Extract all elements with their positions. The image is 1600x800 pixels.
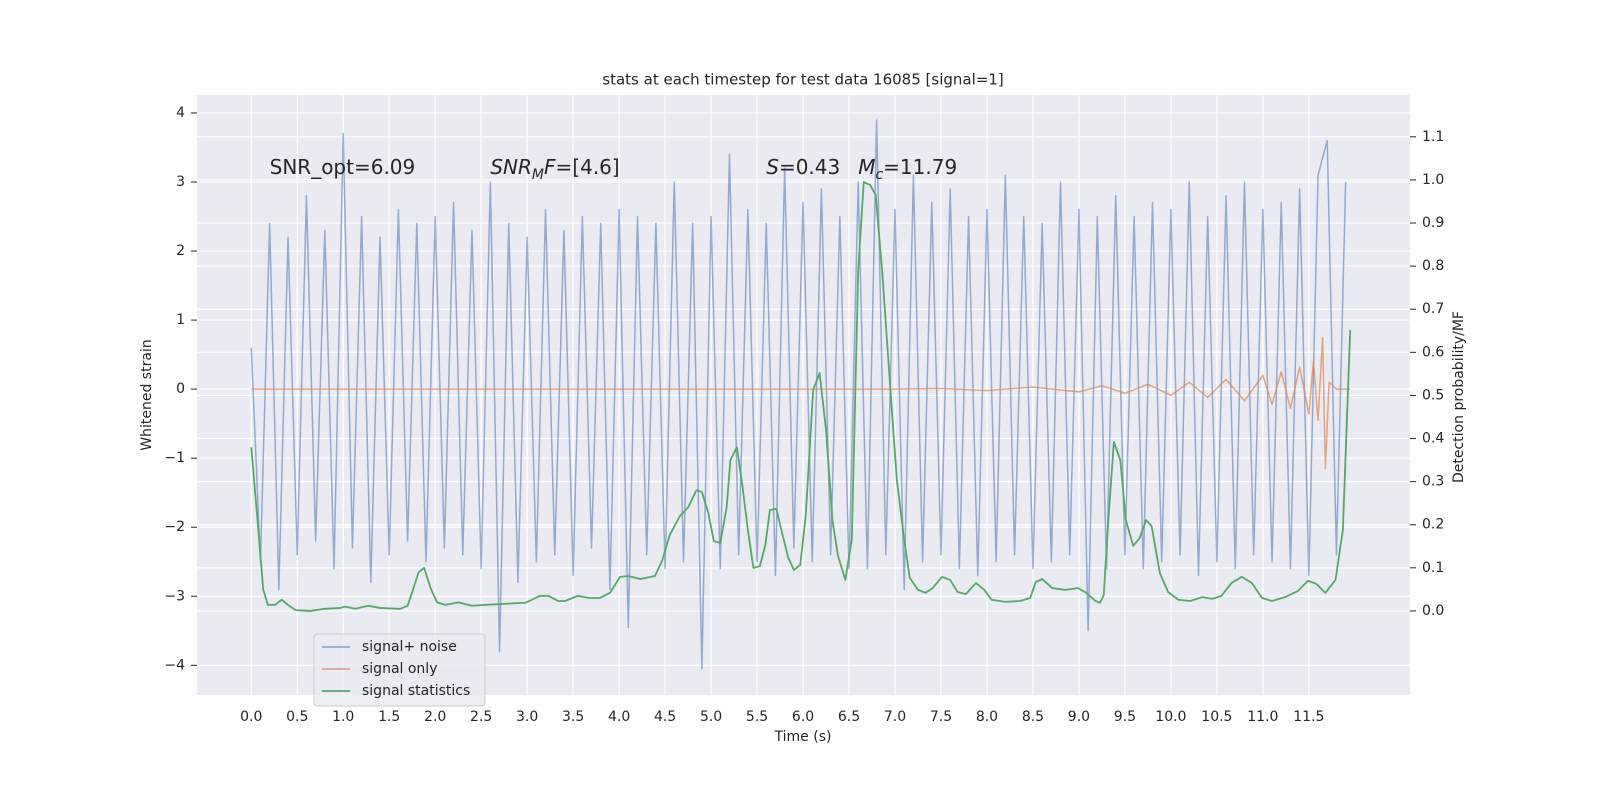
x-tick-label: 10.5: [1201, 709, 1232, 725]
y2-tick-label: 0.8: [1422, 258, 1444, 274]
x-tick-label: 5.5: [746, 709, 768, 725]
annotation-part: SNR: [490, 155, 532, 179]
legend-label: signal only: [362, 661, 437, 677]
x-tick-label: 6.0: [792, 709, 814, 725]
y-tick-label: 3: [176, 174, 185, 190]
marks: [250, 119, 1352, 670]
annotation-part: =[4.6]: [556, 155, 620, 179]
y-tick-label: −1: [164, 450, 185, 466]
chart-title: stats at each timestep for test data 160…: [602, 71, 1003, 89]
x-tick-label: 1.5: [378, 709, 400, 725]
annotation: SNRMF=[4.6]: [490, 155, 619, 183]
x-tick-label: 11.5: [1293, 709, 1324, 725]
annotation-part: F: [544, 155, 556, 179]
x-tick-label: 8.5: [1022, 709, 1044, 725]
annotation-part: M: [532, 167, 544, 183]
legend-label: signal statistics: [362, 683, 470, 699]
y-tick-label: −2: [164, 519, 185, 535]
x-tick-label: 2.5: [470, 709, 492, 725]
y-tick-label: −3: [164, 588, 185, 604]
y-tick-label: 4: [176, 105, 185, 121]
y2-tick-label: 0.1: [1422, 560, 1444, 576]
y2-tick-label: 0.3: [1422, 474, 1444, 490]
x-tick-label: 6.5: [838, 709, 860, 725]
y-tick-label: 1: [176, 312, 185, 328]
y2-axis-label: Detection probability/MF: [1451, 311, 1467, 483]
legend-frame: [313, 633, 486, 707]
x-tick-label: 10.0: [1155, 709, 1186, 725]
y2-tick-label: 0.5: [1422, 387, 1444, 403]
x-tick-label: 2.0: [424, 709, 446, 725]
series-line: [250, 181, 1352, 612]
annotation-part: =11.79: [883, 155, 957, 179]
x-tick-label: 4.5: [654, 709, 676, 725]
x-tick-label: 9.0: [1068, 709, 1090, 725]
x-tick-label: 4.0: [608, 709, 630, 725]
legend-label: signal+ noise: [362, 639, 457, 655]
legend: signal+ noise signal only signal statistic…: [313, 633, 486, 707]
y-tick-label: 0: [176, 381, 185, 397]
annotation-part: c: [875, 167, 883, 183]
y-axis-label: Whitened strain: [139, 339, 155, 450]
y2-tick-label: 0.7: [1422, 301, 1444, 317]
x-tick-label: 11.0: [1247, 709, 1278, 725]
annotation-part: M: [858, 155, 875, 179]
x-tick-label: 0.0: [240, 709, 262, 725]
y-tick-label: 2: [176, 243, 185, 259]
y2-tick-label: 0.2: [1422, 517, 1444, 533]
grid: [197, 95, 1410, 695]
y-tick-label: −4: [164, 657, 185, 673]
y2-tick-label: 1.1: [1422, 129, 1444, 145]
y2-tick-label: 0.0: [1422, 603, 1444, 619]
x-tick-label: 9.5: [1114, 709, 1136, 725]
x-tick-label: 7.0: [884, 709, 906, 725]
y2-tick-label: 1.0: [1422, 172, 1444, 188]
x-tick-label: 0.5: [286, 709, 308, 725]
series-line: [251, 336, 1351, 470]
x-tick-label: 3.5: [562, 709, 584, 725]
y2-tick-label: 0.9: [1422, 215, 1444, 231]
x-tick-label: 5.0: [700, 709, 722, 725]
y2-tick-label: 0.4: [1422, 431, 1444, 447]
x-tick-label: 8.0: [976, 709, 998, 725]
annotation: Mc=11.79: [858, 155, 957, 183]
annotation: S=0.43: [766, 155, 840, 179]
x-axis-label: Time (s): [774, 729, 832, 745]
annotation: SNR_opt=6.09: [270, 155, 416, 179]
series-line: [250, 119, 1347, 670]
labels: 0.0 0.5 1.0 1.5 2.0 2.5 3.0 3.5 4.0 4.5 5.0 5.5 6.0 6…: [164, 105, 1444, 725]
x-tick-label: 1.0: [332, 709, 354, 725]
y2-tick-label: 0.6: [1422, 344, 1444, 360]
annotation-part: =0.43: [779, 155, 840, 179]
x-tick-label: 7.5: [930, 709, 952, 725]
annotation-part: S: [766, 155, 779, 179]
annotation-part: SNR_opt=6.09: [270, 155, 416, 179]
x-tick-label: 3.0: [516, 709, 538, 725]
